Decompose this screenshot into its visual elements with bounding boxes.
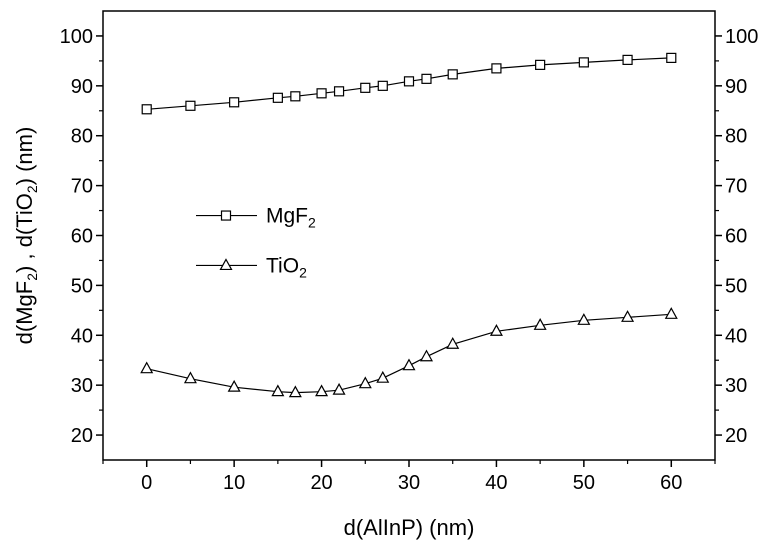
data-point — [622, 311, 633, 321]
data-point — [141, 363, 152, 373]
y-tick-label-left: 60 — [71, 226, 93, 248]
data-point — [579, 58, 588, 67]
y-tick-label-left: 90 — [71, 76, 93, 98]
y-tick-label-left: 50 — [71, 275, 93, 297]
series-tio2 — [141, 308, 677, 396]
legend-item-mgf2: MgF2 — [196, 205, 316, 231]
series-line — [147, 314, 672, 392]
y-tick-label-right: 80 — [725, 126, 747, 148]
data-point — [317, 89, 326, 98]
y-tick-label-right: 20 — [725, 425, 747, 447]
series-mgf2 — [142, 53, 676, 113]
data-point — [142, 105, 151, 114]
data-point — [492, 64, 501, 73]
x-tick-label: 10 — [223, 472, 245, 494]
y-tick-label-right: 70 — [725, 176, 747, 198]
y-tick-label-left: 100 — [60, 26, 93, 48]
data-point — [404, 360, 415, 370]
y-tick-label-left: 20 — [71, 425, 93, 447]
data-point — [405, 77, 414, 86]
y-tick-label-left: 70 — [71, 176, 93, 198]
x-tick-label: 40 — [485, 472, 507, 494]
x-tick-label: 30 — [398, 472, 420, 494]
data-point — [230, 98, 239, 107]
y-tick-label-left: 80 — [71, 126, 93, 148]
series-layer — [141, 53, 677, 396]
data-point — [667, 53, 676, 62]
data-point — [536, 60, 545, 69]
x-tick-label: 0 — [141, 472, 152, 494]
data-point — [578, 314, 589, 324]
x-tick-label: 60 — [660, 472, 682, 494]
legend-marker — [222, 211, 231, 220]
data-point — [273, 93, 282, 102]
y-tick-label-right: 50 — [725, 275, 747, 297]
data-point — [361, 83, 370, 92]
y-tick-label-right: 60 — [725, 226, 747, 248]
x-axis-title: d(AlInP) (nm) — [344, 515, 475, 540]
data-point — [448, 70, 457, 79]
legend-label: MgF2 — [266, 205, 316, 231]
y-axis-title: d(MgF2) , d(TiO2) (nm) — [12, 127, 40, 345]
y-tick-label-right: 40 — [725, 325, 747, 347]
y-tick-label-right: 90 — [725, 76, 747, 98]
data-point — [290, 387, 301, 397]
legend-item-tio2: TiO2 — [196, 254, 307, 280]
x-tick-label: 50 — [573, 472, 595, 494]
legend-label: TiO2 — [266, 254, 307, 280]
data-point — [291, 92, 300, 101]
data-point — [272, 386, 283, 396]
ticks-layer: 0 10 20 30 40 50 60 20 20 30 30 40 40 50 50 60 60 70 70 80 8… — [60, 26, 759, 494]
data-point — [623, 55, 632, 64]
data-point — [421, 351, 432, 361]
data-point — [378, 81, 387, 90]
data-point — [377, 372, 388, 382]
data-point — [335, 87, 344, 96]
data-point — [186, 101, 195, 110]
x-tick-label: 20 — [310, 472, 332, 494]
y-tick-label-right: 100 — [725, 26, 758, 48]
legend: MgF2 TiO2 — [196, 205, 316, 281]
legend-marker — [221, 259, 232, 269]
data-point — [422, 74, 431, 83]
data-point — [666, 308, 677, 318]
data-point — [316, 386, 327, 396]
y-tick-label-left: 40 — [71, 325, 93, 347]
y-tick-label-left: 30 — [71, 375, 93, 397]
y-tick-label-right: 30 — [725, 375, 747, 397]
